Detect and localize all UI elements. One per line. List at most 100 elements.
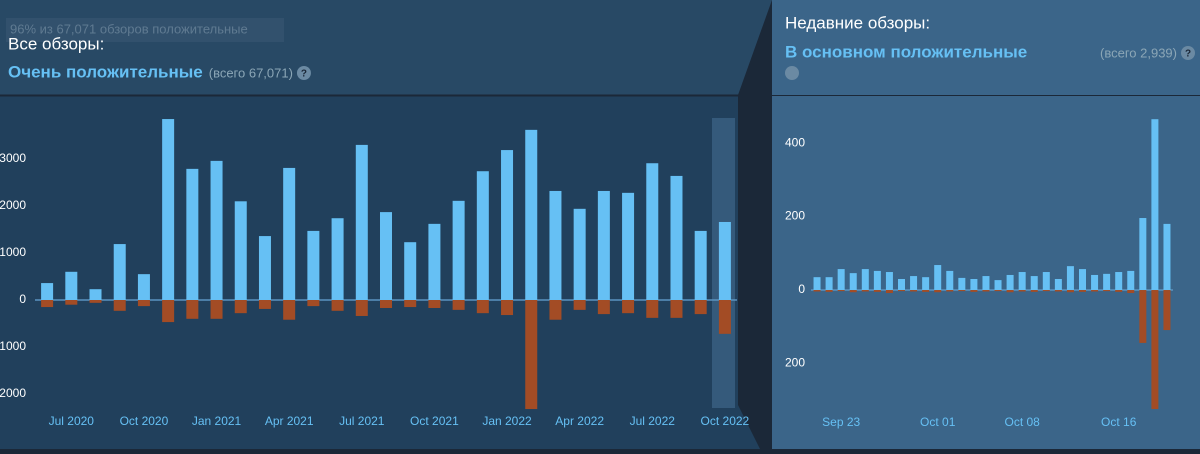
- bar: [1091, 290, 1099, 292]
- x-tick-label: Jul 2022: [630, 414, 676, 428]
- bar: [1127, 290, 1135, 293]
- bar: [137, 300, 150, 307]
- bar: [825, 277, 833, 291]
- bar: [258, 236, 271, 300]
- bar: [910, 276, 918, 291]
- bar: [813, 290, 821, 292]
- bar: [355, 300, 368, 316]
- bar: [1163, 223, 1171, 291]
- bar: [873, 290, 881, 292]
- y-tick-label: 2000: [0, 198, 26, 212]
- bar: [694, 230, 707, 300]
- bar: [1018, 272, 1026, 291]
- bar: [549, 300, 562, 320]
- bar: [501, 150, 514, 300]
- bar: [162, 300, 175, 323]
- x-tick-label: Oct 01: [920, 415, 956, 429]
- bar: [573, 300, 586, 310]
- help-icon-text[interactable]: ?: [1185, 49, 1191, 60]
- bar: [1115, 290, 1123, 292]
- bar: [404, 300, 417, 308]
- zoom-wedge: [738, 0, 772, 449]
- bar: [549, 190, 562, 300]
- help-icon[interactable]: [785, 66, 799, 80]
- bar: [307, 300, 320, 307]
- bar: [331, 218, 344, 300]
- right-panel-bg: [772, 0, 1200, 449]
- bar: [934, 290, 942, 293]
- bar: [982, 276, 990, 291]
- bar: [1006, 274, 1014, 291]
- x-tick-label: Oct 2022: [701, 414, 750, 428]
- x-tick-label: Apr 2022: [555, 414, 604, 428]
- x-tick-label: Sep 23: [822, 415, 860, 429]
- x-tick-label: Oct 2020: [120, 414, 169, 428]
- bar: [355, 144, 368, 300]
- bar: [694, 300, 707, 315]
- y-tick-label: 200: [785, 209, 805, 223]
- x-tick-label: Jan 2022: [482, 414, 532, 428]
- bar: [597, 300, 610, 315]
- bar: [428, 300, 441, 308]
- bar: [885, 272, 893, 291]
- bar: [1006, 290, 1014, 293]
- bar: [452, 300, 465, 310]
- bar: [65, 271, 78, 300]
- bar: [1151, 290, 1159, 410]
- bar: [646, 163, 659, 300]
- bar: [849, 290, 857, 293]
- x-tick-label: Oct 08: [1004, 415, 1040, 429]
- bar: [1115, 272, 1123, 291]
- bar: [994, 290, 1002, 292]
- bar: [1030, 290, 1038, 292]
- bar: [89, 289, 102, 300]
- bar: [970, 290, 978, 292]
- bar: [1151, 119, 1159, 291]
- bar: [501, 300, 514, 316]
- title: Недавние обзоры:: [785, 13, 930, 32]
- bar: [898, 290, 905, 292]
- bar: [1018, 290, 1026, 292]
- bar: [670, 175, 683, 300]
- bar: [946, 270, 954, 291]
- bar: [718, 221, 731, 300]
- left-header-bg: [0, 0, 772, 95]
- help-icon[interactable]: [296, 66, 311, 80]
- y-tick-label: 1000: [0, 339, 26, 353]
- y-tick-label: 400: [785, 135, 805, 149]
- bar: [1054, 290, 1062, 292]
- bar: [307, 230, 320, 300]
- bar: [186, 168, 199, 300]
- help-icon-text[interactable]: ?: [301, 69, 307, 80]
- bar: [65, 300, 78, 305]
- bar: [958, 290, 966, 292]
- bar: [428, 223, 441, 300]
- bar: [89, 300, 102, 303]
- bar: [622, 192, 635, 300]
- bar: [622, 300, 635, 314]
- bar: [1042, 272, 1050, 291]
- bar: [1163, 290, 1171, 331]
- bar: [646, 300, 659, 318]
- bar: [1054, 279, 1062, 291]
- bar: [982, 290, 990, 292]
- bar: [283, 167, 296, 300]
- bar: [1103, 273, 1111, 291]
- help-icon[interactable]: [1181, 46, 1195, 60]
- y-tick-label: 3000: [0, 151, 26, 165]
- bar: [922, 277, 930, 291]
- bar: [885, 290, 893, 293]
- bar: [1139, 218, 1147, 291]
- bar: [525, 300, 538, 410]
- bar: [1127, 270, 1135, 291]
- tooltip: 96% из 67,071 обзоров положительные: [10, 21, 248, 36]
- bar: [910, 290, 918, 292]
- bar: [525, 129, 538, 300]
- x-tick-label: Apr 2021: [265, 414, 314, 428]
- y-tick-label: 0: [798, 282, 805, 296]
- bar: [283, 300, 296, 320]
- bar: [113, 244, 126, 300]
- bar: [718, 300, 731, 334]
- bar: [1079, 269, 1086, 291]
